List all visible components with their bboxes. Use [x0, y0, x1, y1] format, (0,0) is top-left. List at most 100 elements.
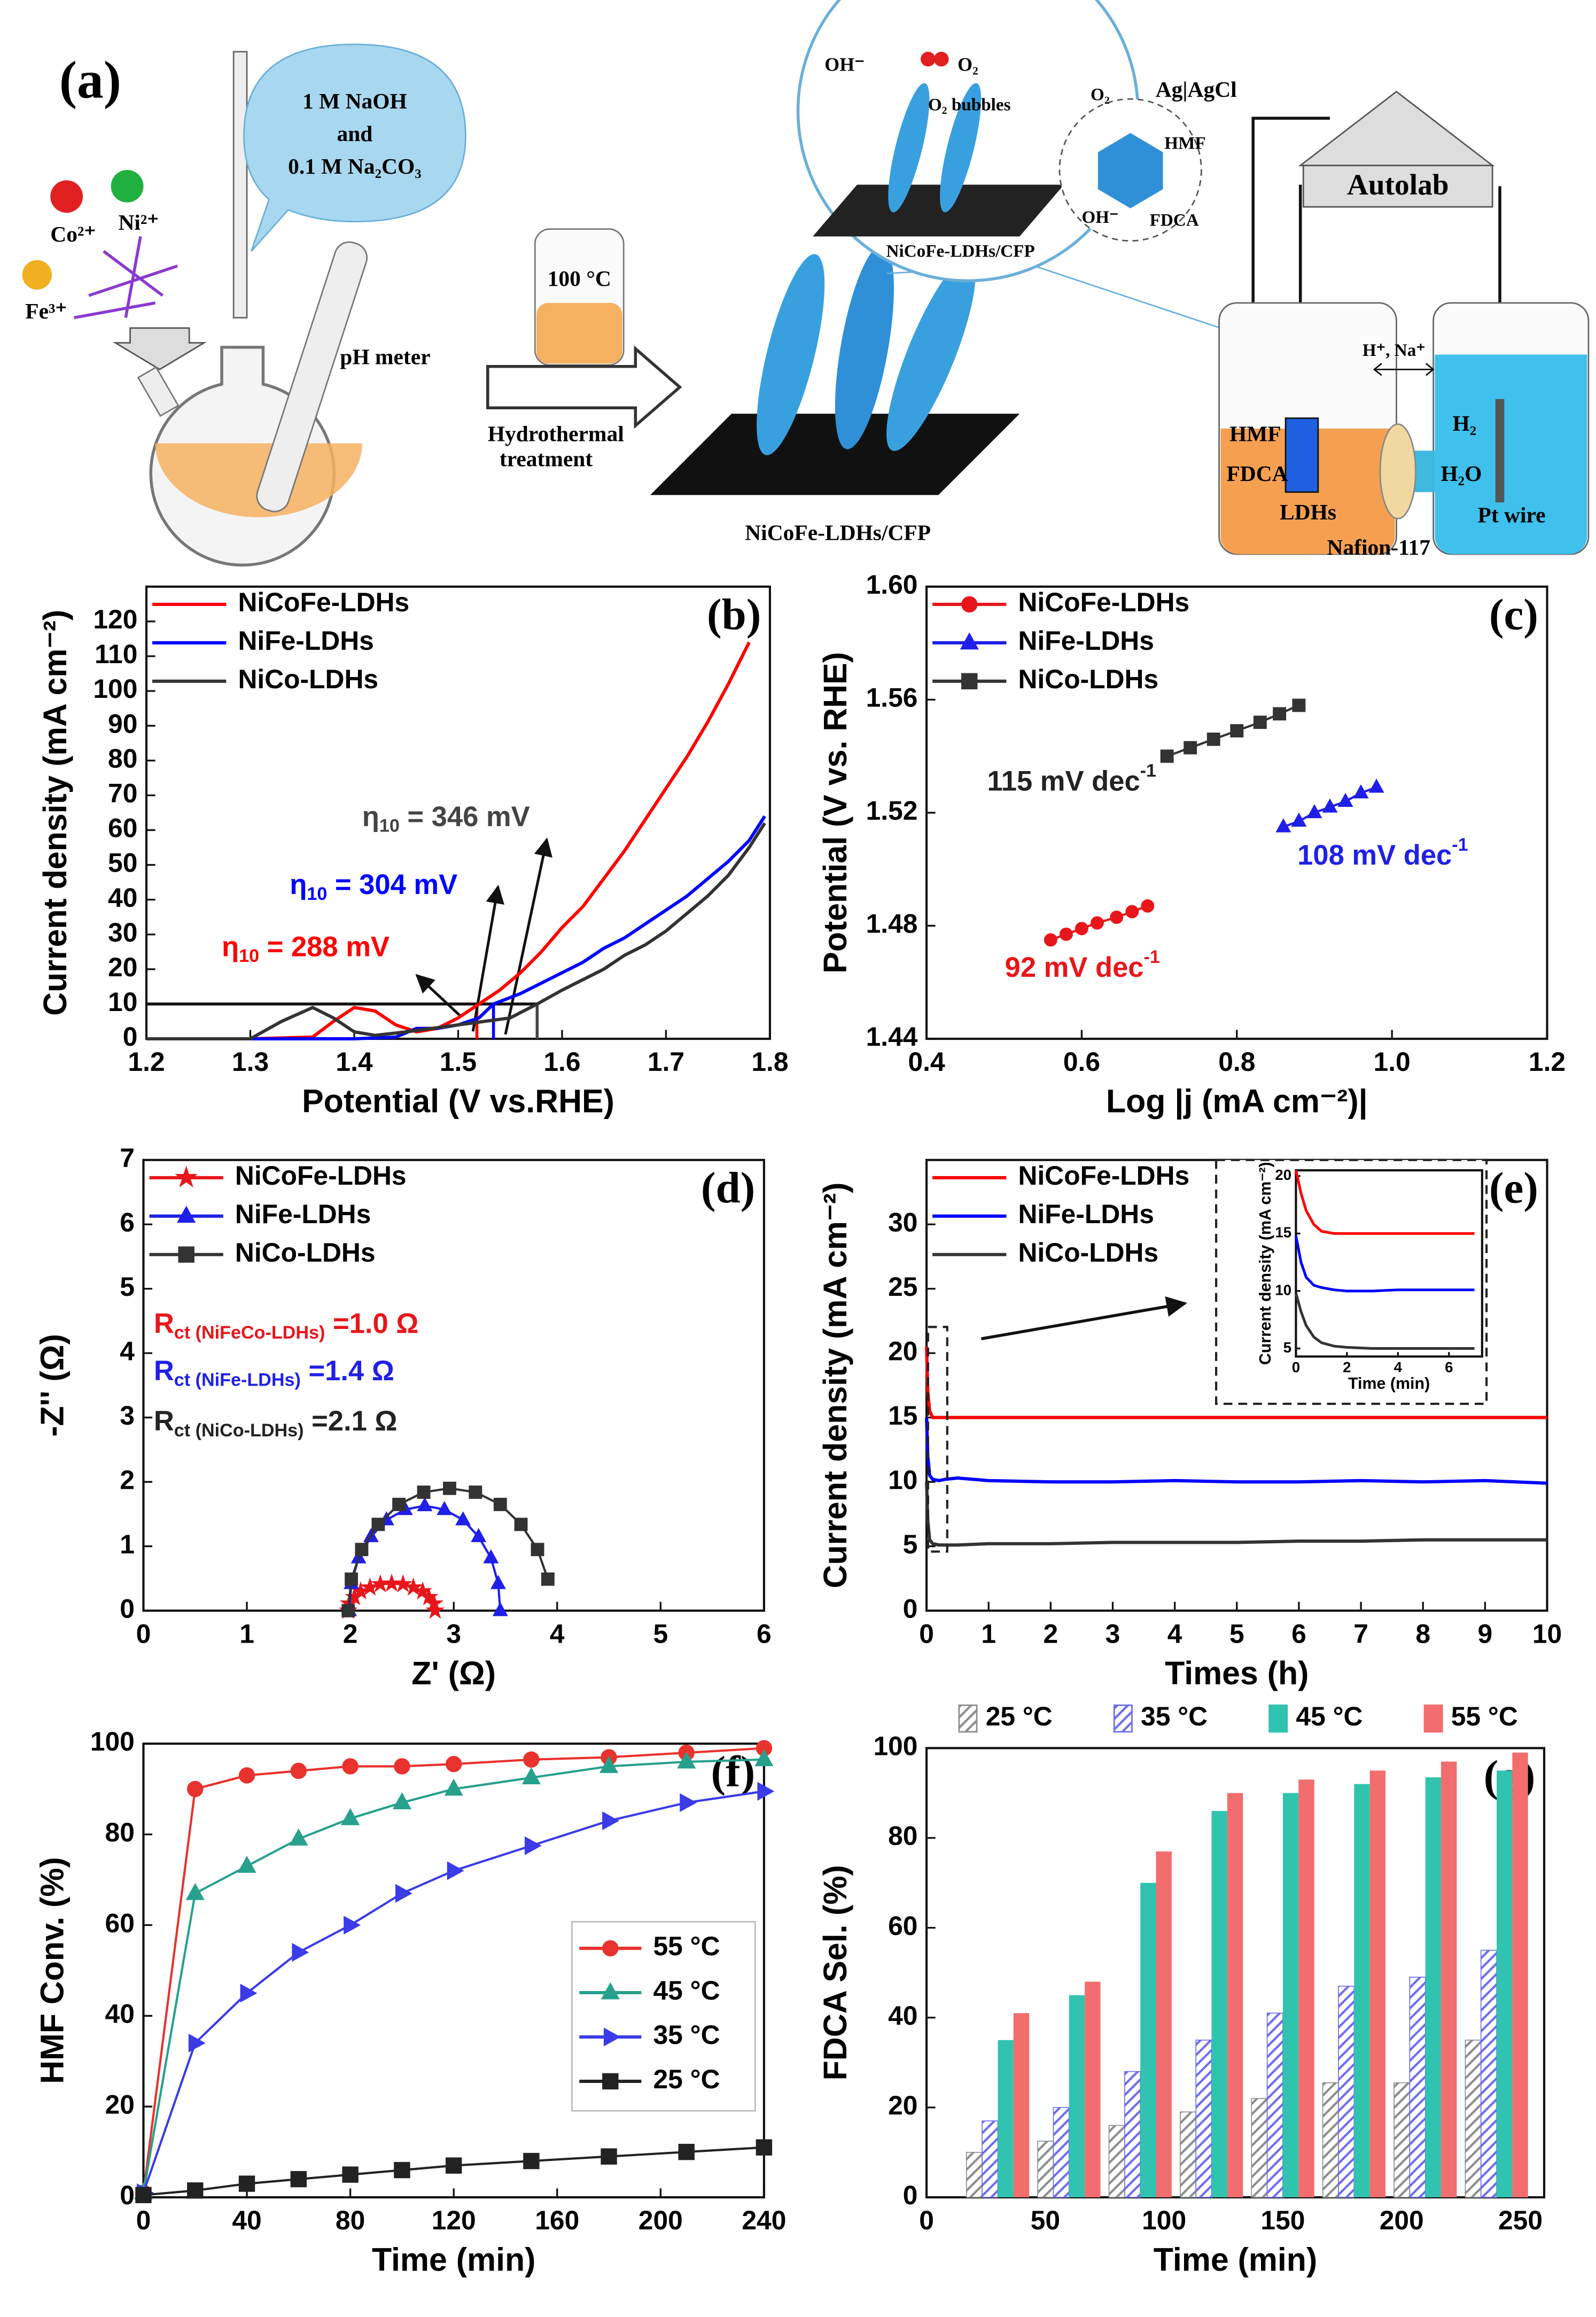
y-tick-label: 60: [105, 1908, 135, 1938]
marker: [1110, 911, 1124, 924]
bar: [1497, 1770, 1513, 2198]
label: Pt wire: [1478, 502, 1546, 527]
bar: [1013, 2013, 1030, 2198]
marker: [188, 2033, 206, 2052]
x-tick-label: 1.5: [440, 1047, 477, 1077]
legend-swatch: [958, 1704, 978, 1733]
panel-label: (a): [59, 50, 121, 110]
annotation: Rct (NiFeCo-LDHs) =1.0 Ω: [154, 1308, 419, 1343]
legend-label: 25 °C: [653, 2064, 720, 2094]
bar: [982, 2120, 999, 2198]
marker: [469, 1486, 482, 1499]
legend-label: NiCoFe-LDHs: [238, 587, 409, 617]
x-tick-label: 7: [1353, 1619, 1368, 1649]
marker: [289, 1828, 308, 1846]
x-tick-label: 4: [1394, 1359, 1403, 1375]
solution: [155, 443, 362, 517]
legend-label: NiCo-LDHs: [1018, 664, 1159, 694]
ldh-sheet: [886, 258, 976, 451]
marker: [471, 1528, 487, 1542]
bar: [1425, 1777, 1442, 2198]
y-tick-label: 5: [1283, 1339, 1291, 1356]
x-tick-label: 200: [639, 2205, 683, 2235]
label: NiCoFe-LDHs/CFP: [886, 241, 1035, 261]
marker: [483, 1549, 499, 1564]
y-tick-label: 4: [120, 1336, 135, 1366]
label: OH⁻: [1081, 207, 1118, 227]
marker: [455, 1511, 471, 1526]
marker: [1292, 698, 1306, 712]
legend-label: NiFe-LDHs: [235, 1199, 371, 1229]
marker: [341, 1604, 355, 1618]
marker: [1044, 933, 1057, 947]
y-tick-label: 10: [1275, 1281, 1291, 1298]
annotation-part: =1.4 Ω: [301, 1355, 394, 1387]
marker: [445, 2157, 462, 2174]
ldh-crystal: [1097, 133, 1163, 208]
marker: [344, 1916, 361, 1935]
marker: [175, 1165, 198, 1188]
x-tick-label: 0: [136, 1619, 151, 1649]
marker: [187, 1780, 204, 1798]
panel-label: (c): [1489, 590, 1538, 639]
y-tick-label: 1.56: [866, 683, 918, 713]
autoclave-liquid: [536, 302, 622, 364]
membrane: [1379, 423, 1416, 520]
y-axis-label: HMF Conv. (%): [34, 1857, 71, 2084]
x-tick-label: 150: [1260, 2205, 1305, 2235]
marker: [1125, 905, 1139, 919]
ion-arrow: [1373, 363, 1435, 376]
legend-swatch: [1113, 1704, 1133, 1733]
series-line: [1294, 1235, 1475, 1293]
bar: [1338, 1986, 1355, 2198]
marker: [754, 1749, 774, 1767]
ion: [111, 170, 144, 203]
label: Nafion-117: [1327, 535, 1430, 559]
legend-label: NiCo-LDHs: [235, 1238, 376, 1268]
marker: [678, 2143, 695, 2160]
annotation-part: η: [290, 869, 307, 900]
x-tick-label: 1.3: [232, 1047, 269, 1077]
label: O₂: [1091, 84, 1110, 104]
ldh-sheet: [940, 83, 982, 213]
potentiostat: [1298, 90, 1495, 167]
series-line: [925, 1417, 1547, 1485]
x-tick-label: 0: [919, 2205, 934, 2235]
x-tick-label: 4: [1167, 1619, 1182, 1649]
marker: [445, 1756, 462, 1772]
annotation: η10 = 288 mV: [222, 931, 390, 966]
y-tick-label: 80: [888, 1821, 917, 1851]
x-tick-label: 6: [1291, 1619, 1306, 1649]
y-axis-label: -Z'' (Ω): [34, 1334, 71, 1437]
label: H₂O: [1441, 461, 1482, 486]
y-tick-label: 0: [120, 2180, 135, 2210]
annotation-part: -1: [1452, 835, 1468, 855]
marker: [599, 1756, 619, 1773]
y-tick-label: 1.60: [866, 570, 918, 600]
marker: [757, 1782, 775, 1801]
annotation-part: = 288 mV: [259, 931, 390, 962]
legend-label: NiFe-LDHs: [238, 626, 373, 656]
annotation-part: R: [154, 1308, 174, 1339]
marker: [187, 2182, 204, 2199]
series-line: [146, 822, 766, 1041]
annotation-part: R: [154, 1355, 174, 1387]
marker: [447, 1861, 464, 1880]
annotation-part: -1: [1144, 947, 1160, 967]
marker: [237, 1855, 256, 1873]
x-tick-label: 1: [981, 1619, 996, 1649]
marker: [417, 1486, 431, 1499]
marker: [490, 1575, 506, 1589]
marker: [601, 2148, 617, 2165]
legend-label: 55 °C: [653, 1931, 720, 1961]
y-tick-label: 10: [888, 1465, 917, 1495]
label: H⁺, Na⁺: [1363, 340, 1426, 360]
callout-text: and: [337, 121, 372, 146]
y-tick-label: 2: [120, 1465, 135, 1495]
marker: [756, 2139, 773, 2156]
x-tick-label: 0: [136, 2205, 151, 2235]
pt-wire: [1495, 399, 1505, 503]
label: OH⁻: [824, 54, 865, 75]
x-tick-label: 5: [1229, 1619, 1244, 1649]
